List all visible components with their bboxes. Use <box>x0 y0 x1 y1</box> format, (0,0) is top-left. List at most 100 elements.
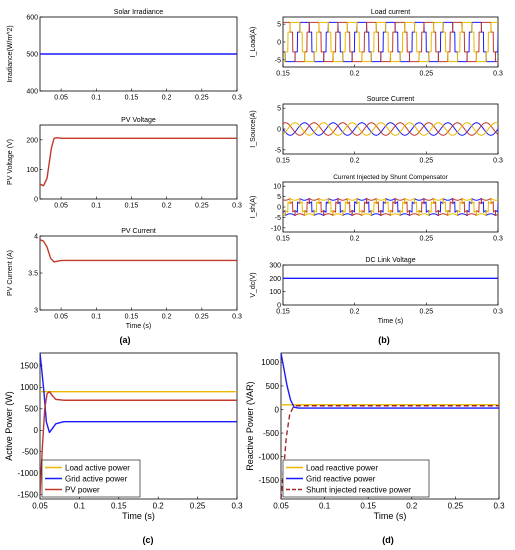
legend-label: Shunt injected reactive power <box>306 486 411 495</box>
y-tick-label: 500 <box>266 382 280 391</box>
chart-dc-link-voltage: DC Link Voltage 0.15 0.2 0.25 0.3 0 100 200 300 T… <box>250 257 503 325</box>
series-line-3 <box>40 390 237 495</box>
y-tick-label: -1000 <box>18 469 39 478</box>
x-tick-label: 0.3 <box>493 158 503 165</box>
y-axis-label: PV Current (A) <box>7 250 14 296</box>
x-tick-label: 0.15 <box>276 309 290 316</box>
y-axis-label: I_sh(A) <box>250 196 257 219</box>
chart-pv-current: PV Current 0.05 0.1 0.15 0.2 0.25 0.3 3 3.5 4 Time… <box>7 228 242 330</box>
x-tick-label: 0.3 <box>493 309 503 316</box>
x-tick-label: 0.1 <box>319 502 331 511</box>
x-axis-label: Time (s) <box>122 511 155 521</box>
y-tick-label: -1000 <box>259 452 280 461</box>
x-tick-label: 0.2 <box>406 502 418 511</box>
x-tick-label: 0.15 <box>276 71 290 78</box>
panel-label-b: (b) <box>378 335 390 345</box>
y-tick-label: 500 <box>26 51 38 58</box>
x-tick-label: 0.05 <box>273 502 289 511</box>
y-tick-label: 3 <box>34 307 38 314</box>
series-line-1 <box>40 137 237 187</box>
series-line-2 <box>281 353 499 409</box>
series-line-3 <box>283 122 498 136</box>
y-tick-label: 10 <box>273 184 281 191</box>
plot-lines <box>40 137 237 187</box>
chart-pv-voltage: PV Voltage 0.05 0.1 0.15 0.2 0.25 0.3 0 100 200 PV… <box>7 117 242 210</box>
x-tick-label: 0.15 <box>125 203 139 210</box>
x-tick-label: 0.3 <box>232 203 242 210</box>
x-tick-label: 0.25 <box>195 314 209 321</box>
x-tick-label: 0.15 <box>276 236 290 243</box>
chart-title: Current Injected by Shunt Compensator <box>333 174 448 181</box>
x-tick-label: 0.25 <box>448 502 464 511</box>
x-tick-label: 0.15 <box>125 314 139 321</box>
legend: Load reactive power Grid reactive power Sh… <box>282 459 430 498</box>
y-axis-label: Reactive Power (VAR) <box>245 381 255 470</box>
chart-reactive-power: 0.05 0.1 0.15 0.2 0.25 0.3 -1500 -1000 -500 0 500 1… <box>245 352 505 521</box>
plot-lines <box>40 353 237 495</box>
series-line-1 <box>283 122 498 136</box>
x-tick-label: 0.05 <box>54 314 68 321</box>
x-tick-label: 0.25 <box>420 71 434 78</box>
chart-solar-irradiance: Solar Irradiance 0.05 0.1 0.15 0.2 0.25 0.3 400… <box>7 9 242 102</box>
x-tick-label: 0.2 <box>350 309 360 316</box>
y-axis-label: I_Load(A) <box>250 27 257 58</box>
chart-title: DC Link Voltage <box>365 257 415 264</box>
plot-lines <box>283 122 498 136</box>
x-tick-label: 0.2 <box>350 158 360 165</box>
x-tick-label: 0.2 <box>162 203 172 210</box>
series-line-3 <box>283 197 498 217</box>
y-tick-label: 0 <box>275 405 280 414</box>
x-tick-label: 0.25 <box>420 158 434 165</box>
legend-label: PV power <box>65 486 100 495</box>
x-tick-label: 0.1 <box>91 314 101 321</box>
plot-area <box>282 103 499 155</box>
y-tick-label: 5 <box>277 194 281 201</box>
plot-area <box>282 181 499 233</box>
y-tick-label: 400 <box>26 88 38 95</box>
legend-label: Grid active power <box>65 475 128 484</box>
chart-title: PV Current <box>121 228 156 235</box>
series-line-1 <box>283 21 498 63</box>
y-axis-label: PV Voltage (V) <box>7 139 14 185</box>
y-tick-label: 0 <box>277 39 281 46</box>
y-tick-label: -5 <box>275 215 281 222</box>
y-tick-label: -1500 <box>259 476 280 485</box>
legend-label: Grid reactive power <box>306 475 376 484</box>
x-axis-label: Time (s) <box>374 511 407 521</box>
y-tick-label: 1000 <box>20 383 38 392</box>
legend-box <box>282 459 430 498</box>
y-tick-label: -1500 <box>18 491 39 500</box>
panel-label-c: (c) <box>143 535 154 545</box>
y-axis-label: V_dc(V) <box>250 272 257 297</box>
chart-title: Load current <box>371 9 410 16</box>
plot-area <box>39 235 238 311</box>
y-tick-label: 3.5 <box>28 270 38 277</box>
x-tick-label: 0.2 <box>162 314 172 321</box>
x-tick-label: 0.1 <box>91 203 101 210</box>
chart-title: Source Current <box>367 96 415 103</box>
x-tick-label: 0.3 <box>493 71 503 78</box>
x-tick-label: 0.1 <box>74 502 86 511</box>
legend-label: Load reactive power <box>306 464 378 473</box>
y-tick-label: 0 <box>277 204 281 211</box>
y-tick-label: -5 <box>275 57 281 64</box>
plot-area <box>39 124 238 200</box>
y-tick-label: 1500 <box>20 362 38 371</box>
x-tick-label: 0.3 <box>493 502 505 511</box>
chart-active-power: 0.05 0.1 0.15 0.2 0.25 0.3 -1500 -1000 -500 0 500 1… <box>4 352 243 521</box>
y-tick-label: 5 <box>277 106 281 113</box>
x-tick-label: 0.3 <box>232 314 242 321</box>
y-axis-label: I_Source(A) <box>250 110 257 147</box>
y-axis-label: Irradiance(W/m^2) <box>7 25 14 82</box>
x-tick-label: 0.3 <box>232 95 242 102</box>
x-axis-label: Time (s) <box>126 323 151 330</box>
plot-area <box>282 264 499 306</box>
chart-shunt-current: Current Injected by Shunt Compensator 0.1… <box>250 174 503 243</box>
y-tick-label: -500 <box>263 429 280 438</box>
series-line-3 <box>283 21 498 63</box>
x-tick-label: 0.2 <box>153 502 165 511</box>
x-tick-label: 0.15 <box>111 502 127 511</box>
y-tick-label: 0 <box>34 196 38 203</box>
y-tick-label: 0 <box>277 126 281 133</box>
y-tick-label: 200 <box>26 137 38 144</box>
